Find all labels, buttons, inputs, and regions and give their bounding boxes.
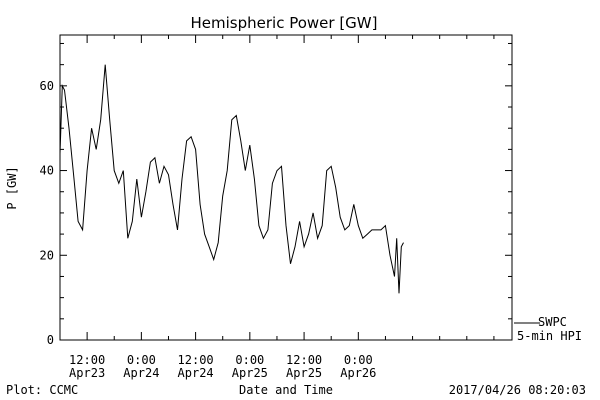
x-tick-label-time: 12:00 bbox=[286, 353, 322, 367]
x-tick-label-date: Apr24 bbox=[123, 366, 159, 380]
y-axis: 0 20 40 60 bbox=[40, 42, 512, 347]
x-tick-label-time: 0:00 bbox=[235, 353, 264, 367]
chart-title: Hemispheric Power [GW] bbox=[191, 14, 378, 32]
legend: SWPC 5-min HPI bbox=[514, 315, 582, 343]
x-tick-label-time: 12:00 bbox=[69, 353, 105, 367]
x-tick-label-date: Apr24 bbox=[178, 366, 214, 380]
y-tick-label: 20 bbox=[40, 248, 54, 262]
x-tick-label-time: 0:00 bbox=[344, 353, 373, 367]
x-axis: 12:00Apr230:00Apr2412:00Apr240:00Apr2512… bbox=[59, 35, 495, 380]
legend-entry-swpc: SWPC bbox=[538, 315, 567, 329]
series-line-swpc bbox=[59, 64, 404, 294]
x-tick-label-time: 0:00 bbox=[127, 353, 156, 367]
y-tick-label: 0 bbox=[47, 333, 54, 347]
x-tick-label-date: Apr23 bbox=[69, 366, 105, 380]
x-tick-label-date: Apr25 bbox=[286, 366, 322, 380]
x-axis-label: Date and Time bbox=[239, 383, 333, 397]
y-tick-label: 40 bbox=[40, 164, 54, 178]
footer-plot-credit: Plot: CCMC bbox=[6, 383, 78, 397]
x-tick-label-date: Apr26 bbox=[340, 366, 376, 380]
y-axis-label: P [GW] bbox=[5, 166, 19, 209]
y-tick-label: 60 bbox=[40, 79, 54, 93]
legend-entry-5min-hpi: 5-min HPI bbox=[517, 329, 582, 343]
footer-timestamp: 2017/04/26 08:20:03 bbox=[449, 383, 586, 397]
x-tick-label-date: Apr25 bbox=[232, 366, 268, 380]
plot-frame bbox=[59, 34, 513, 341]
x-tick-label-time: 12:00 bbox=[178, 353, 214, 367]
